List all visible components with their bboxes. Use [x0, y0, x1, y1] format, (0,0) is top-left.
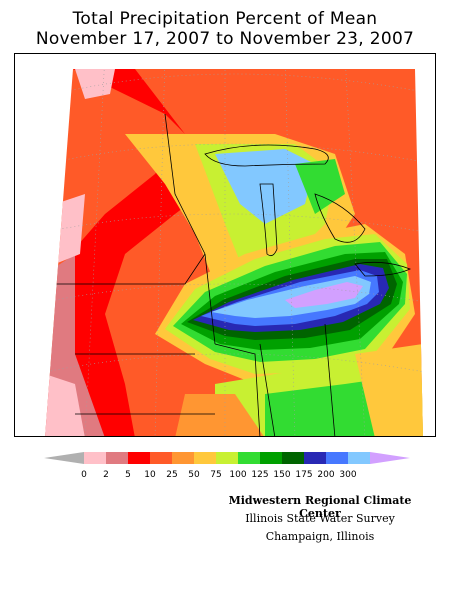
map-title-line2: November 17, 2007 to November 23, 2007: [35, 29, 415, 49]
legend-swatch: [194, 452, 217, 464]
legend-swatch: [150, 452, 173, 464]
legend-label: 75: [210, 470, 221, 480]
legend-swatch: [216, 452, 239, 464]
legend-swatch: [238, 452, 261, 464]
legend-swatch: [128, 452, 151, 464]
credit-line3: Champaign, Illinois: [265, 530, 375, 543]
band-peak: [285, 282, 363, 308]
legend-label: 300: [339, 470, 356, 480]
legend-label: 0: [81, 470, 87, 480]
graticule: [45, 69, 423, 436]
map-title-line1: Total Precipitation Percent of Mean: [72, 9, 378, 29]
legend-swatch: [260, 452, 283, 464]
region-wet-upper-michigan: [215, 149, 315, 224]
region-wet-michigan-north: [295, 159, 345, 214]
precipitation-map: [14, 53, 436, 437]
legend-swatch: [106, 452, 129, 464]
legend-label: 5: [125, 470, 131, 480]
region-near-normal-ohio: [355, 344, 423, 436]
color-legend: 0 2 5 10 25 50 75 100 125 150 175 200 300: [0, 448, 450, 488]
legend-label: 50: [188, 470, 200, 480]
great-lakes: [204, 144, 412, 277]
legend-swatch: [282, 452, 305, 464]
legend-swatch: [326, 452, 349, 464]
legend-label: 100: [229, 470, 246, 480]
legend-label: 175: [295, 470, 312, 480]
legend-label: 200: [317, 470, 334, 480]
legend-swatch: [370, 452, 410, 464]
legend-label: 2: [103, 470, 109, 480]
region-dry-pocket: [55, 194, 85, 264]
legend-swatch: [304, 452, 327, 464]
legend-swatch: [84, 452, 107, 464]
map-svg: [45, 69, 423, 436]
credit-line1: Midwestern Regional Climate Center: [228, 494, 412, 520]
legend-swatch: [348, 452, 371, 464]
legend-swatch: [172, 452, 195, 464]
region-extreme-dry-nw: [75, 69, 115, 99]
legend-label: 25: [166, 470, 177, 480]
credit-line2: Illinois State Water Survey: [245, 512, 395, 525]
region-extreme-dry-sw: [45, 374, 85, 436]
legend-svg: 0 2 5 10 25 50 75 100 125 150 175 200 300: [44, 452, 410, 480]
legend-label: 125: [251, 470, 268, 480]
region-dry-south: [175, 394, 265, 436]
legend-label: 10: [144, 470, 156, 480]
legend-label: 150: [273, 470, 290, 480]
legend-swatch: [44, 452, 84, 464]
state-borders: [55, 113, 336, 436]
